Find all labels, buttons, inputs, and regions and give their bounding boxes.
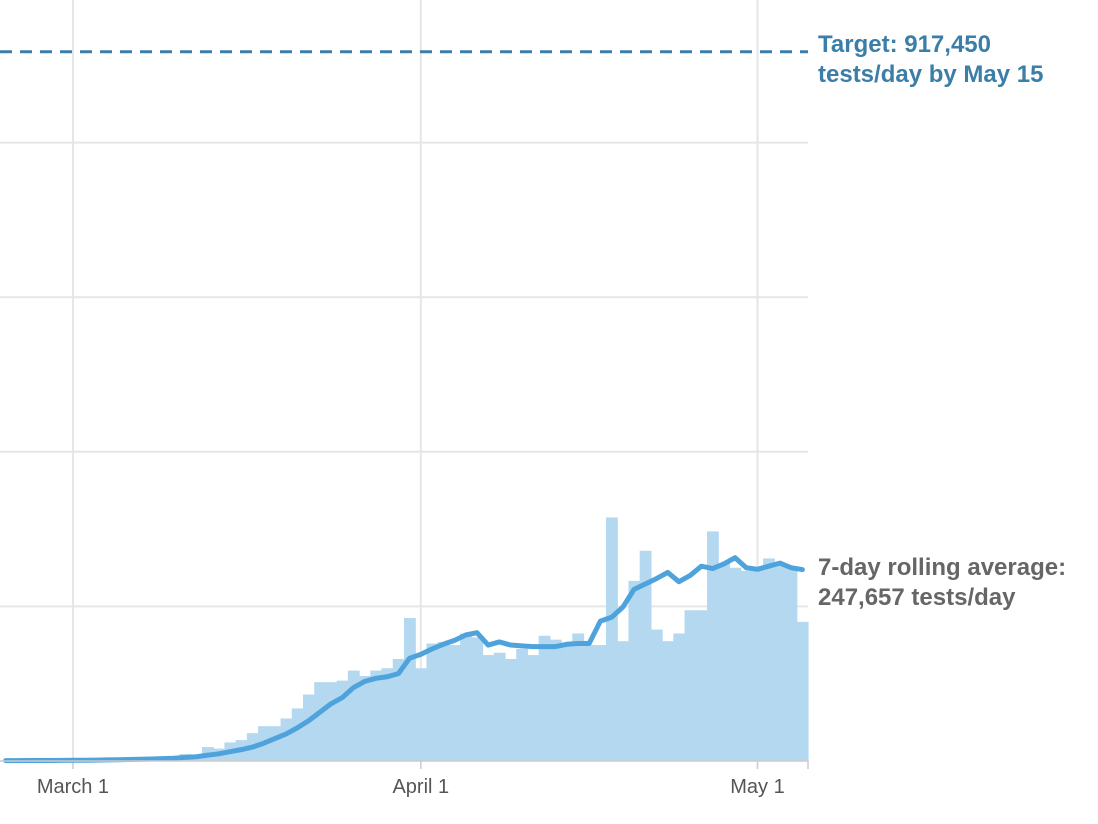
average-label-line2: 247,657 tests/day bbox=[818, 584, 1016, 611]
daily-tests-bar bbox=[751, 569, 764, 761]
rolling-average-line bbox=[3, 555, 805, 764]
x-tick-label: May 1 bbox=[730, 776, 784, 798]
daily-tests-bar bbox=[426, 643, 439, 761]
daily-tests-bar bbox=[740, 570, 753, 761]
daily-tests-bar bbox=[415, 668, 428, 761]
x-tick-label: March 1 bbox=[37, 776, 109, 798]
daily-tests-bar bbox=[280, 718, 293, 761]
daily-tests-bar bbox=[448, 645, 461, 761]
x-tick-label: April 1 bbox=[392, 776, 449, 798]
daily-tests-bar bbox=[336, 680, 349, 761]
daily-tests-bar bbox=[639, 550, 652, 761]
daily-tests-bar bbox=[628, 580, 641, 761]
target-label-line2: tests/day by May 15 bbox=[818, 61, 1043, 88]
daily-tests-bar bbox=[269, 726, 282, 761]
daily-tests-bar bbox=[617, 641, 630, 761]
daily-tests-bars bbox=[0, 517, 809, 761]
daily-tests-bar bbox=[774, 564, 787, 761]
daily-tests-bar bbox=[606, 517, 618, 761]
daily-tests-bar bbox=[729, 567, 742, 761]
daily-tests-bar bbox=[572, 633, 585, 761]
daily-tests-bar bbox=[684, 610, 697, 761]
daily-tests-bar bbox=[650, 629, 663, 761]
daily-tests-bar bbox=[291, 708, 304, 761]
daily-tests-bar bbox=[482, 655, 495, 761]
daily-tests-bar bbox=[471, 637, 484, 761]
daily-tests-bar bbox=[460, 633, 472, 761]
daily-tests-bar bbox=[359, 675, 371, 761]
x-tick-labels: March 1 April 1 May 1 bbox=[37, 776, 785, 798]
daily-tests-bar bbox=[785, 567, 798, 761]
daily-tests-bar bbox=[549, 639, 562, 761]
daily-tests-bar bbox=[493, 652, 506, 761]
horizontal-gridlines bbox=[0, 141, 808, 608]
average-label-line1: 7-day rolling average: bbox=[818, 554, 1066, 581]
daily-tests-bar bbox=[370, 670, 383, 761]
daily-tests-bar bbox=[796, 621, 809, 761]
daily-tests-bar bbox=[325, 682, 338, 761]
daily-tests-bar bbox=[763, 558, 775, 761]
daily-tests-bar bbox=[707, 531, 719, 761]
target-label-line1: Target: 917,450 bbox=[818, 31, 991, 58]
daily-tests-bar bbox=[381, 668, 394, 761]
daily-tests-bar bbox=[673, 633, 686, 761]
daily-tests-bar bbox=[718, 563, 731, 761]
daily-tests-bar bbox=[392, 658, 405, 761]
daily-tests-bar bbox=[527, 655, 540, 761]
daily-tests-bar bbox=[662, 641, 674, 761]
daily-tests-bar bbox=[695, 610, 708, 761]
daily-tests-bar bbox=[594, 645, 607, 761]
daily-tests-bar bbox=[583, 645, 596, 761]
daily-tests-bar bbox=[303, 694, 315, 761]
daily-tests-bar bbox=[516, 648, 529, 761]
daily-tests-bar bbox=[561, 645, 573, 761]
daily-tests-bar bbox=[347, 670, 360, 761]
daily-tests-bar bbox=[437, 641, 450, 761]
daily-tests-bar bbox=[314, 682, 327, 761]
daily-tests-bar bbox=[505, 658, 517, 761]
daily-tests-bar bbox=[404, 617, 416, 761]
daily-tests-bar bbox=[538, 635, 551, 761]
